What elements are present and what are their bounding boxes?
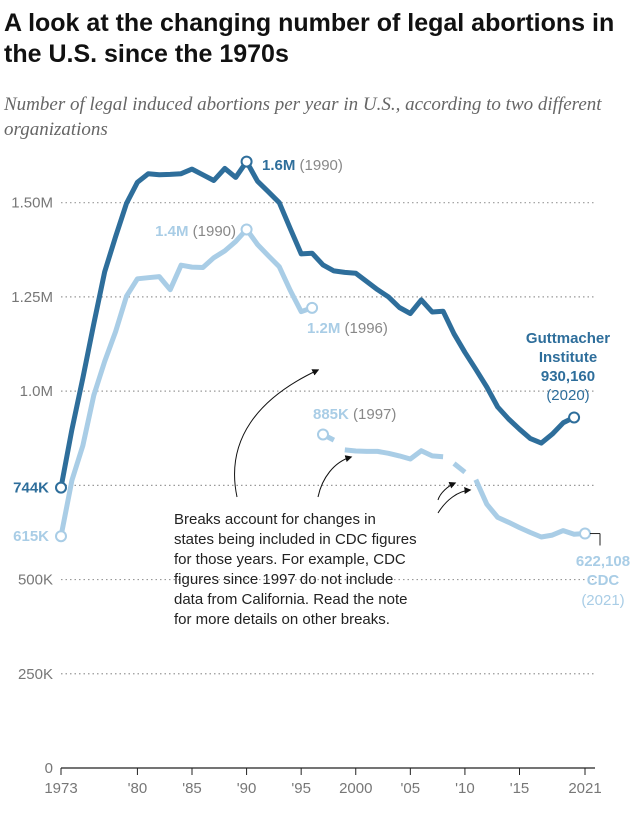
arrow-layer xyxy=(234,369,472,514)
y-tick-label: 500K xyxy=(18,572,53,589)
guttmacher-end-marker xyxy=(568,411,581,424)
cdc-1997-marker xyxy=(317,428,329,441)
y-tick-label: 0 xyxy=(45,760,53,777)
x-tick-label: '85 xyxy=(182,780,202,797)
guttmacher-start-marker xyxy=(55,481,67,494)
y-tick-label: 1.25M xyxy=(11,289,53,306)
chart-title: A look at the changing number of legal a… xyxy=(4,9,615,68)
x-tick-label: '05 xyxy=(401,780,421,797)
cdc-line-segment xyxy=(344,447,444,462)
guttmacher-peak-label: 1.6M (1990) xyxy=(262,157,343,174)
y-tick-label: 1.50M xyxy=(11,195,53,212)
breaks-note-line: figures since 1997 do not include xyxy=(174,571,393,588)
breaks-note-line: Breaks account for changes in xyxy=(174,511,376,528)
guttmacher-end-value: 930,160 xyxy=(541,368,595,385)
guttmacher-end-year: (2020) xyxy=(546,387,589,404)
arrow-to-1997-break xyxy=(234,369,320,498)
axis-layer: 0 250K 500K 1.0M 1.25M 1.50M 1973 '80 '85 '90 '95 2… xyxy=(11,195,601,797)
breaks-note-line: data from California. Read the note xyxy=(174,591,407,608)
x-tick-label: '80 xyxy=(128,780,148,797)
x-tick-label: '90 xyxy=(237,780,257,797)
cdc-line-segment xyxy=(473,478,586,540)
cdc-start-label: 615K xyxy=(13,528,49,545)
arrow-to-2011-break xyxy=(437,486,472,514)
arrow-to-1999-break xyxy=(317,455,353,498)
cdc-start-marker xyxy=(55,530,67,543)
label-layer: 744K 615K 1.6M (1990) 1.4M (1990) 1.2M (1996… xyxy=(13,157,630,628)
x-tick-label: '95 xyxy=(291,780,311,797)
x-tick-label: '15 xyxy=(510,780,530,797)
guttmacher-end-name: Institute xyxy=(539,349,597,366)
cdc-1997-label: 885K (1997) xyxy=(313,406,396,423)
guttmacher-line-segment xyxy=(58,159,576,489)
cdc-end-marker xyxy=(579,527,591,540)
x-tick-label: 2021 xyxy=(568,780,601,797)
cdc-1996-marker xyxy=(306,301,319,314)
x-tick-label: 2000 xyxy=(339,780,372,797)
cdc-end-year: (2021) xyxy=(581,592,624,609)
cdc-peak-marker xyxy=(240,223,253,236)
arrow-to-2009-break xyxy=(437,481,457,501)
y-tick-label: 1.0M xyxy=(20,383,53,400)
x-tick-label: 1973 xyxy=(44,780,77,797)
breaks-note-line: for those years. For example, CDC xyxy=(174,551,406,568)
guttmacher-peak-marker xyxy=(240,155,253,168)
cdc-line-segment xyxy=(452,461,467,475)
y-tick-label: 250K xyxy=(18,666,53,683)
grid-layer xyxy=(61,202,595,675)
cdc-peak-label: 1.4M (1990) xyxy=(155,223,236,240)
x-tick-label: '10 xyxy=(455,780,475,797)
cdc-end-value: 622,108 xyxy=(576,553,630,570)
cdc-end-name: CDC xyxy=(587,572,620,589)
cdc-1996-label: 1.2M (1996) xyxy=(307,320,388,337)
breaks-note-line: for more details on other breaks. xyxy=(174,611,390,628)
guttmacher-end-name: Guttmacher xyxy=(526,330,610,347)
guttmacher-start-label: 744K xyxy=(13,480,49,497)
line-layer xyxy=(55,155,601,546)
chart-subtitle: Number of legal induced abortions per ye… xyxy=(4,94,602,140)
cdc-line-segment xyxy=(58,226,313,537)
breaks-note-line: states being included in CDC figures xyxy=(174,531,417,548)
